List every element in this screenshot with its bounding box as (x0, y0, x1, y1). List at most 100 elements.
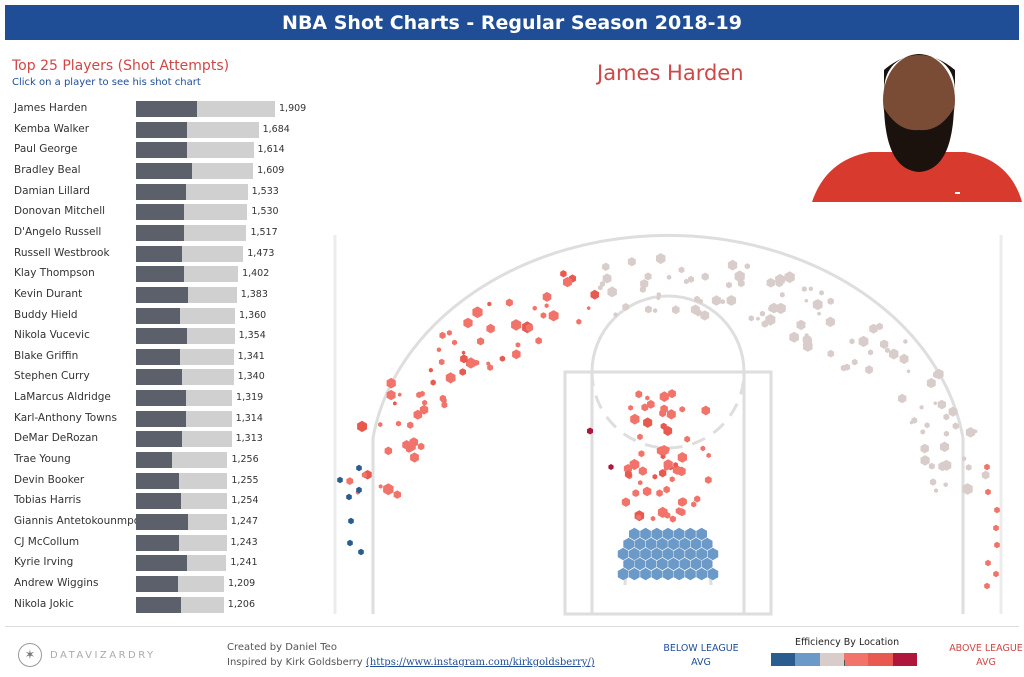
shot-hex (666, 409, 676, 420)
made-bar (136, 266, 184, 283)
player-row[interactable]: CJ McCollum 1,243 (12, 534, 332, 553)
shot-hex (348, 517, 354, 525)
made-bar (136, 183, 186, 200)
player-row[interactable]: Tobias Harris 1,254 (12, 492, 332, 511)
shot-hex (700, 310, 710, 321)
credit-inspired-link[interactable]: (https://www.instagram.com/kirkgoldsberr… (365, 657, 595, 668)
attempts-value: 1,254 (231, 495, 259, 507)
made-bar (136, 142, 188, 159)
player-row[interactable]: Blake Griffin 1,341 (12, 348, 332, 367)
player-row[interactable]: Andrew Wiggins 1,209 (12, 575, 332, 594)
shot-hex (417, 442, 425, 451)
player-row[interactable]: Nikola Vucevic 1,354 (12, 327, 332, 346)
shot-hex (765, 314, 776, 326)
shot-hex (657, 557, 668, 571)
shot-hex (378, 484, 383, 489)
shot-hex (542, 291, 552, 302)
shot-hex (628, 405, 633, 411)
shot-hex (889, 348, 899, 360)
player-row[interactable]: Bradley Beal 1,609 (12, 162, 332, 181)
shot-hex (668, 389, 676, 399)
player-row[interactable]: Devin Booker 1,255 (12, 472, 332, 491)
shot-hex (678, 497, 687, 507)
shot-hex (656, 489, 663, 497)
shot-hex (694, 495, 701, 503)
player-row[interactable]: DeMar DeRozan 1,313 (12, 430, 332, 449)
shot-hex (869, 323, 878, 334)
shot-hex (384, 446, 393, 456)
player-row[interactable]: Buddy Hield 1,360 (12, 307, 332, 326)
shot-hex (406, 446, 412, 453)
shot-hex (679, 557, 691, 571)
player-row[interactable]: Russell Westbrook 1,473 (12, 245, 332, 264)
shot-hex (466, 357, 476, 369)
shot-hex (701, 272, 709, 281)
shot-hex (460, 354, 468, 364)
shot-chart-court (333, 54, 1022, 616)
player-row[interactable]: Kemba Walker 1,684 (12, 121, 332, 140)
shot-hex (985, 488, 991, 496)
shot-hex (657, 506, 668, 518)
player-row[interactable]: Trae Young 1,256 (12, 451, 332, 470)
attempts-value: 1,319 (236, 392, 264, 404)
shot-hex (346, 493, 352, 501)
player-row[interactable]: Paul George 1,614 (12, 141, 332, 160)
shot-hex (647, 399, 655, 409)
shot-hex (564, 279, 570, 286)
shot-hex (386, 389, 396, 401)
shot-hex (808, 286, 813, 292)
shot-hex (386, 377, 396, 389)
shot-hex (701, 405, 710, 416)
shot-hex (623, 557, 635, 571)
attempts-value: 1,684 (262, 123, 290, 135)
shot-hex (651, 527, 663, 541)
player-row[interactable]: D'Angelo Russell 1,517 (12, 224, 332, 243)
shot-hex (849, 338, 855, 345)
made-bar (136, 493, 182, 510)
shot-hex (337, 476, 343, 484)
shot-hex (691, 501, 697, 508)
shot-hex (356, 486, 362, 494)
shot-hex (858, 335, 869, 348)
shot-hex (358, 548, 364, 556)
player-row[interactable]: James Harden 1,909 (12, 100, 332, 119)
shot-hex (696, 527, 707, 541)
made-bar (136, 348, 181, 365)
player-row[interactable]: Klay Thompson 1,402 (12, 265, 332, 284)
shot-hex (656, 292, 661, 297)
shot-hex (634, 537, 646, 551)
shot-hex (651, 567, 663, 581)
player-row[interactable]: Kevin Durant 1,383 (12, 286, 332, 305)
player-row[interactable]: LaMarcus Aldridge 1,319 (12, 389, 332, 408)
attempts-value: 1,473 (247, 247, 275, 259)
shot-hex (934, 488, 939, 493)
shot-hex (696, 567, 707, 581)
shot-hex (939, 441, 950, 453)
made-bar (136, 596, 181, 613)
shot-hex (635, 390, 643, 399)
shot-hex (393, 490, 401, 499)
shot-hex (428, 367, 433, 373)
player-row[interactable]: Giannis Antetokounmpo 1,247 (12, 513, 332, 532)
player-name: Tobias Harris (14, 494, 82, 507)
shot-hex (623, 537, 635, 551)
shot-hex (586, 306, 591, 311)
player-row[interactable]: Kyrie Irving 1,241 (12, 554, 332, 573)
player-name: Donovan Mitchell (14, 205, 106, 218)
player-row[interactable]: Karl-Anthony Towns 1,314 (12, 410, 332, 429)
made-bar (136, 121, 188, 138)
shot-hex (361, 471, 367, 478)
player-row[interactable]: Damian Lillard 1,533 (12, 183, 332, 202)
attempts-value: 1,360 (239, 309, 267, 321)
shot-hex (660, 404, 668, 414)
player-name: Damian Lillard (14, 184, 90, 197)
player-row[interactable]: Nikola Jokic 1,206 (12, 596, 332, 615)
legend-midpoint-tick (844, 660, 845, 666)
shot-hex (948, 406, 958, 417)
player-row[interactable]: Donovan Mitchell 1,530 (12, 203, 332, 222)
player-row[interactable]: Stephen Curry 1,340 (12, 368, 332, 387)
shot-hex (548, 310, 559, 322)
shot-hex (673, 567, 685, 581)
shot-hex (640, 567, 651, 581)
attempts-value: 1,256 (231, 454, 259, 466)
